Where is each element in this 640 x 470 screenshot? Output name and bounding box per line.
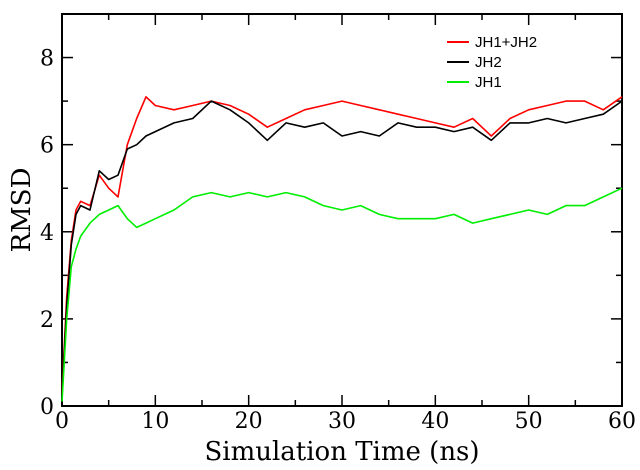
y-tick-label: 6 bbox=[40, 134, 54, 159]
legend: JH1+JH2 JH2 JH1 bbox=[447, 34, 537, 91]
y-axis-title: RMSD bbox=[7, 168, 37, 253]
x-tick-label: 30 bbox=[328, 409, 356, 434]
series-line-jh1 bbox=[61, 187, 623, 402]
series-lines bbox=[61, 96, 623, 402]
x-tick-label: 50 bbox=[515, 409, 543, 434]
legend-label: JH1 bbox=[475, 74, 502, 91]
legend-label: JH2 bbox=[475, 54, 502, 71]
y-tick-label: 0 bbox=[40, 395, 54, 420]
y-tick-label: 2 bbox=[40, 308, 54, 333]
x-tick-label: 10 bbox=[141, 409, 169, 434]
series-line-jh2 bbox=[61, 100, 623, 398]
x-tick-label: 60 bbox=[608, 409, 636, 434]
x-tick-label: 0 bbox=[55, 409, 69, 434]
axes: 0 10 20 30 40 50 60 0 2 4 6 8 bbox=[40, 13, 636, 434]
series-line-jh1-jh2 bbox=[61, 96, 623, 393]
y-tick-label: 8 bbox=[40, 47, 54, 72]
x-tick-label: 20 bbox=[235, 409, 263, 434]
legend-label: JH1+JH2 bbox=[475, 34, 537, 51]
x-axis-title: Simulation Time (ns) bbox=[204, 437, 479, 467]
y-tick-label: 4 bbox=[40, 221, 54, 246]
x-tick-label: 40 bbox=[421, 409, 449, 434]
